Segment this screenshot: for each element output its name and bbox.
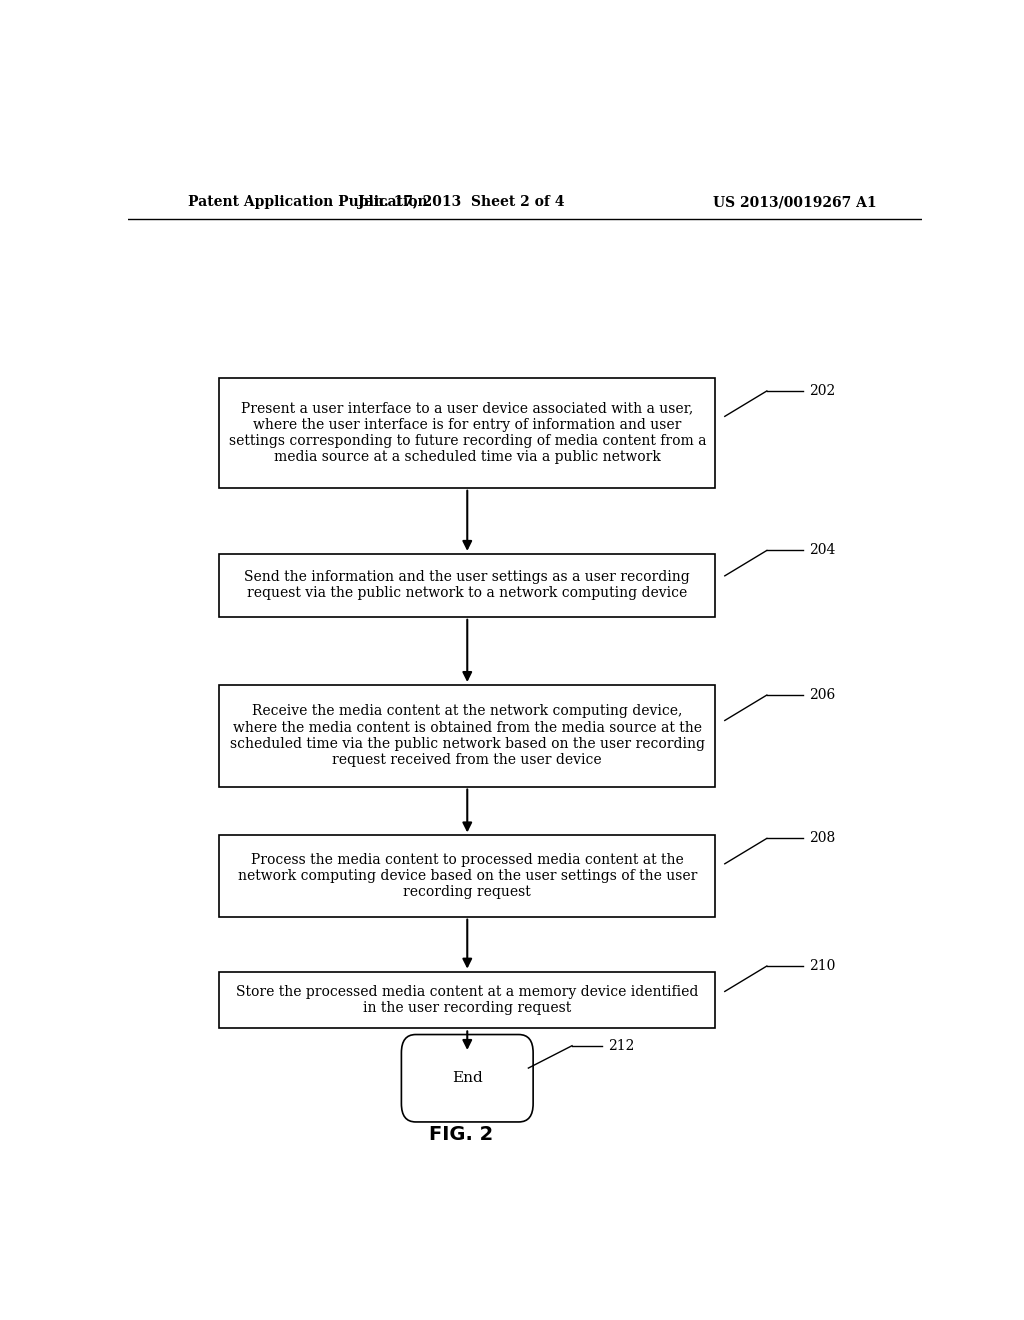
FancyBboxPatch shape: [219, 836, 715, 916]
FancyBboxPatch shape: [219, 554, 715, 616]
FancyBboxPatch shape: [219, 972, 715, 1028]
Text: FIG. 2: FIG. 2: [429, 1125, 494, 1143]
Text: Process the media content to processed media content at the
network computing de: Process the media content to processed m…: [238, 853, 697, 899]
Text: 202: 202: [809, 384, 836, 397]
Text: 210: 210: [809, 960, 836, 973]
Text: 206: 206: [809, 688, 836, 702]
FancyBboxPatch shape: [219, 378, 715, 487]
Text: US 2013/0019267 A1: US 2013/0019267 A1: [713, 195, 877, 209]
Text: Present a user interface to a user device associated with a user,
where the user: Present a user interface to a user devic…: [228, 401, 706, 465]
FancyBboxPatch shape: [401, 1035, 534, 1122]
Text: Receive the media content at the network computing device,
where the media conte: Receive the media content at the network…: [229, 705, 705, 767]
Text: Jan. 17, 2013  Sheet 2 of 4: Jan. 17, 2013 Sheet 2 of 4: [358, 195, 564, 209]
Text: Store the processed media content at a memory device identified
in the user reco: Store the processed media content at a m…: [237, 985, 698, 1015]
Text: Patent Application Publication: Patent Application Publication: [187, 195, 427, 209]
Text: 212: 212: [608, 1039, 635, 1053]
FancyBboxPatch shape: [219, 685, 715, 787]
Text: End: End: [452, 1072, 482, 1085]
Text: Send the information and the user settings as a user recording
request via the p: Send the information and the user settin…: [245, 570, 690, 601]
Text: 208: 208: [809, 832, 836, 845]
Text: 204: 204: [809, 544, 836, 557]
